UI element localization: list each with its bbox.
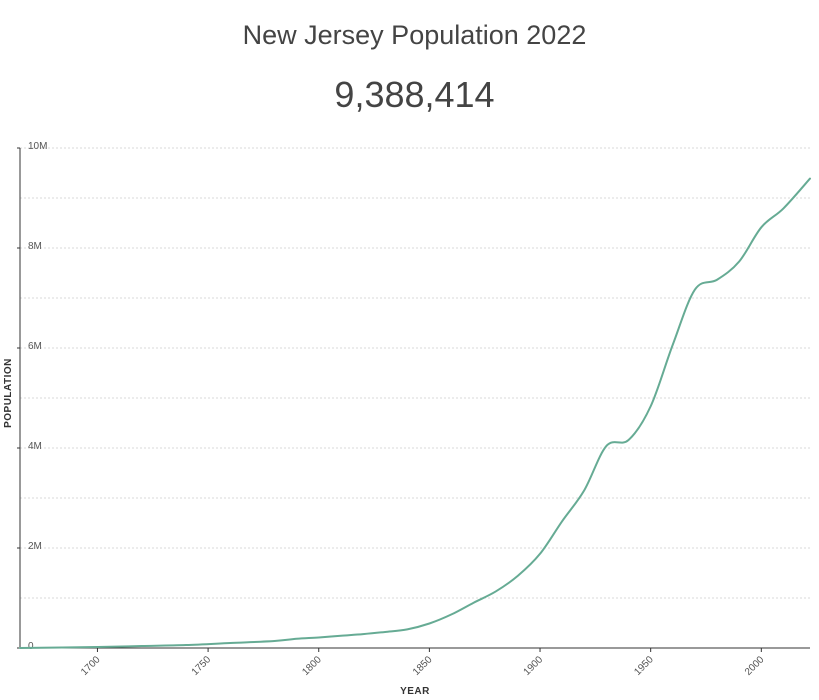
- y-tick-label: 6M: [28, 341, 42, 352]
- x-tick-label: 1850: [411, 654, 435, 678]
- y-axis-title: POPULATION: [3, 358, 14, 428]
- y-tick-label: 0: [28, 641, 34, 652]
- x-axis-title: YEAR: [400, 686, 430, 697]
- population-value: 9,388,414: [334, 74, 495, 115]
- x-tick-label: 1950: [632, 654, 656, 678]
- population-line: [19, 177, 811, 649]
- x-tick-label: 1900: [522, 654, 546, 678]
- y-tick-label: 10M: [28, 141, 47, 152]
- x-tick-label: 2000: [743, 654, 767, 678]
- y-tick-label: 2M: [28, 541, 42, 552]
- x-tick-label: 1700: [79, 654, 103, 678]
- y-tick-label: 4M: [28, 441, 42, 452]
- y-tick-label: 8M: [28, 241, 42, 252]
- x-tick-label: 1750: [190, 654, 214, 678]
- chart-title: New Jersey Population 2022: [242, 20, 587, 50]
- x-tick-label: 1800: [300, 654, 324, 678]
